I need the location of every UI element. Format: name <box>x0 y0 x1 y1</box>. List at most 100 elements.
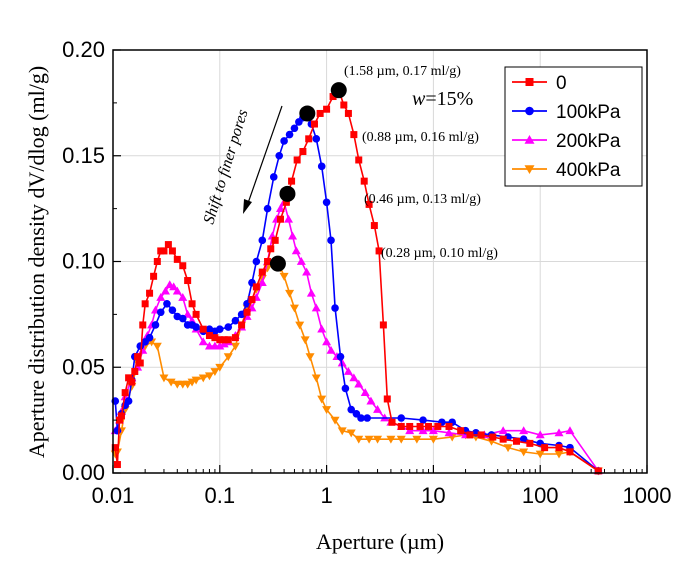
data-marker <box>172 286 182 295</box>
data-marker <box>223 353 233 362</box>
data-marker <box>317 395 327 404</box>
data-marker <box>337 358 347 367</box>
data-marker <box>113 461 121 469</box>
data-marker <box>525 106 534 116</box>
series-0 <box>111 86 602 475</box>
data-marker <box>288 177 296 185</box>
data-marker <box>215 341 225 350</box>
data-marker <box>311 374 321 383</box>
y-tick-label: 0.00 <box>62 460 105 485</box>
data-marker <box>184 277 192 285</box>
data-marker <box>406 422 414 430</box>
data-marker <box>337 427 347 436</box>
data-marker <box>290 124 299 133</box>
data-marker <box>211 334 219 342</box>
data-marker <box>168 306 177 314</box>
legend-label: 0 <box>556 73 567 94</box>
data-marker <box>289 304 299 313</box>
data-marker <box>336 352 345 361</box>
legend-label: 100kPa <box>556 102 621 123</box>
data-marker <box>156 308 165 317</box>
data-marker <box>346 429 356 438</box>
data-marker <box>192 310 200 318</box>
data-marker <box>445 422 453 430</box>
data-marker <box>230 342 240 351</box>
data-marker <box>146 289 154 297</box>
data-marker <box>128 378 136 386</box>
y-tick-label: 0.10 <box>62 249 105 274</box>
data-marker <box>498 426 508 435</box>
data-marker <box>121 389 129 397</box>
data-marker <box>150 272 158 280</box>
x-tick-label: 1 <box>320 483 332 508</box>
data-marker <box>499 435 507 443</box>
y-axis-title: Aperture distribution density dV/dlog (m… <box>24 66 49 458</box>
water-content-label: w=15% <box>412 88 473 110</box>
data-marker <box>279 272 289 281</box>
data-marker <box>179 262 187 270</box>
data-marker <box>284 214 294 223</box>
data-marker <box>299 148 307 156</box>
data-marker <box>238 321 246 329</box>
legend-label: 400kPa <box>556 160 621 181</box>
data-marker <box>554 428 564 437</box>
data-marker <box>258 236 267 245</box>
shift-arrow-line <box>246 105 283 207</box>
data-marker <box>330 416 340 425</box>
data-marker <box>322 337 332 346</box>
data-marker <box>340 101 348 109</box>
data-marker <box>312 135 321 143</box>
data-marker <box>305 135 313 143</box>
data-marker <box>300 336 310 345</box>
annotation-label-4: (0.28 µm, 0.10 ml/g) <box>381 246 498 261</box>
data-marker <box>357 414 365 422</box>
y-tick-label: 0.15 <box>62 143 105 168</box>
data-marker <box>219 339 229 348</box>
data-marker <box>269 173 278 181</box>
data-marker <box>124 397 133 405</box>
highlight-points <box>269 82 347 272</box>
data-marker <box>275 151 284 160</box>
data-marker <box>131 367 139 375</box>
data-marker <box>134 353 142 361</box>
data-marker <box>252 257 261 266</box>
data-marker <box>216 336 224 344</box>
data-marker <box>347 405 356 414</box>
data-marker <box>329 93 337 101</box>
data-marker <box>183 380 193 389</box>
point-annotations: (1.58 µm, 0.17 ml/g) (0.88 µm, 0.16 ml/g… <box>344 64 498 261</box>
data-marker <box>291 246 301 255</box>
data-marker <box>350 131 358 139</box>
series-group <box>110 86 603 476</box>
data-marker <box>163 300 171 308</box>
data-marker <box>317 162 326 171</box>
data-marker <box>257 278 267 287</box>
data-marker <box>156 292 166 301</box>
highlight-point <box>269 255 286 272</box>
data-marker <box>326 345 336 354</box>
data-marker <box>428 435 438 444</box>
data-marker <box>159 374 169 383</box>
data-marker <box>125 374 133 382</box>
data-marker <box>237 310 246 319</box>
data-marker <box>535 430 545 439</box>
data-marker <box>267 245 275 253</box>
data-marker <box>139 321 147 329</box>
x-tick-label: 1000 <box>623 483 672 508</box>
data-marker <box>489 433 497 441</box>
data-marker <box>519 435 528 443</box>
x-tick-label: 10 <box>421 483 445 508</box>
data-marker <box>416 422 424 430</box>
data-marker <box>425 422 433 430</box>
data-marker <box>169 282 179 291</box>
highlight-point <box>299 105 316 122</box>
data-marker <box>145 333 154 342</box>
data-marker <box>594 467 602 475</box>
data-marker <box>141 300 149 308</box>
series-200kPa <box>110 197 603 475</box>
data-marker <box>168 247 176 255</box>
data-marker <box>343 366 353 375</box>
series-line <box>114 111 599 472</box>
data-marker <box>360 388 370 397</box>
data-marker <box>519 448 529 457</box>
